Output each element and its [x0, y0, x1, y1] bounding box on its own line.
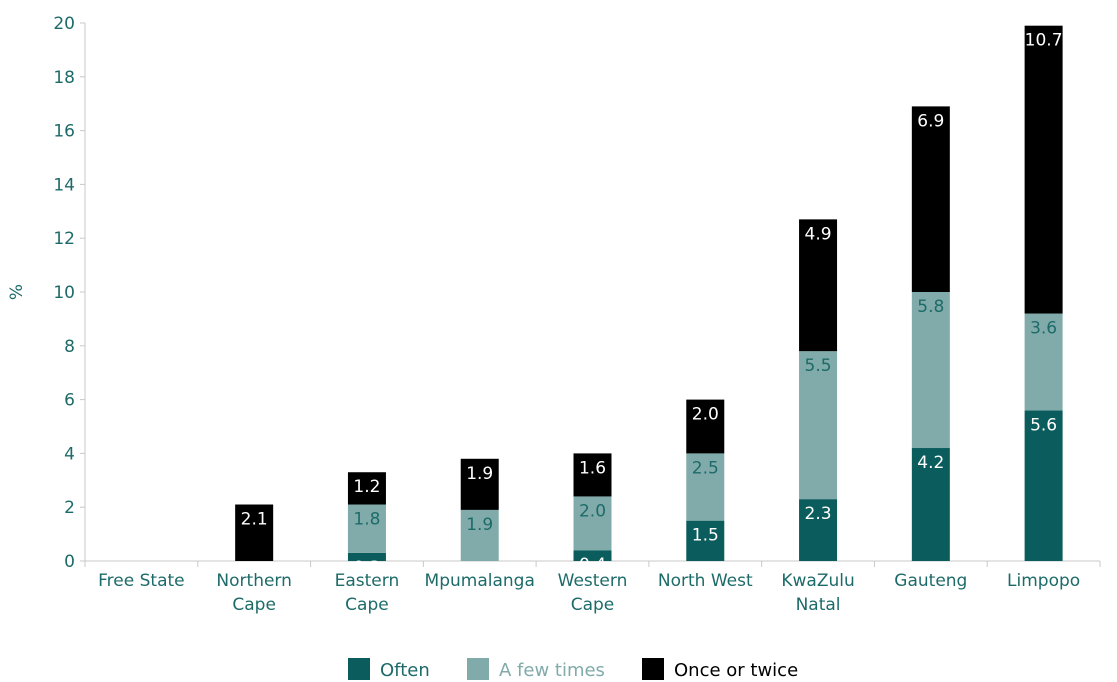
bar-segment-a-few-times [799, 351, 838, 500]
x-tick-label: KwaZulu Natal [781, 571, 854, 615]
bar-segment-once-or-twice [1024, 25, 1063, 314]
bar-segment-once-or-twice [686, 399, 725, 454]
data-label: 2.0 [692, 405, 719, 425]
y-tick-label: 14 [53, 175, 75, 195]
x-tick-label: North West [658, 571, 753, 591]
data-label: 1.9 [466, 515, 493, 535]
bar-segment-once-or-twice [911, 106, 950, 292]
legend-label: Often [380, 660, 430, 681]
chart-axes: 0 2 4 6 8 10 12 14 16 18 20% Free State Northern Cape… [7, 14, 1101, 615]
data-label: 1.9 [466, 464, 493, 484]
bar-segment-once-or-twice [460, 458, 499, 510]
data-label: 2.0 [579, 501, 606, 521]
y-tick-label: 10 [53, 283, 75, 303]
bar-segment-often [911, 448, 950, 561]
y-tick-label: 16 [53, 122, 75, 142]
legend-label: A few times [499, 660, 605, 681]
legend-label: Once or twice [674, 660, 798, 681]
y-tick-label: 12 [53, 229, 75, 249]
x-tick-label: Limpopo [1007, 571, 1080, 591]
data-label: 10.7 [1025, 31, 1063, 51]
data-label: 2.3 [805, 504, 832, 524]
y-tick-label: 8 [64, 337, 75, 357]
data-label: 2.5 [692, 458, 719, 478]
legend-swatch-often [348, 658, 370, 680]
x-tick-label: Western Cape [558, 571, 628, 615]
data-label: 0.4 [579, 555, 606, 575]
bar-segment-a-few-times [686, 453, 725, 521]
bar-segment-often [799, 499, 838, 561]
data-label: 1.2 [353, 477, 380, 497]
y-axis-label: % [7, 284, 27, 300]
data-label: 5.6 [1030, 415, 1057, 435]
legend-swatch-once-or-twice [642, 658, 664, 680]
bar-segment-a-few-times [347, 504, 386, 553]
bar-segment-often [347, 552, 386, 561]
data-label: 1.5 [692, 526, 719, 546]
bar-segment-often [1024, 410, 1063, 561]
data-label: 5.8 [917, 297, 944, 317]
bar-segment-often [573, 550, 612, 561]
x-tick-label: Northern Cape [216, 571, 291, 615]
legend-swatch-a-few-times [467, 658, 489, 680]
chart-data-labels: 2.1 0.3 1.8 1.2 1.9 1.9 0.4 2.0 1.6 1.5 2.5 2.0 2.3 5… [241, 31, 1063, 578]
data-label: 0.3 [353, 558, 380, 578]
bar-segment-often [686, 520, 725, 561]
y-tick-label: 4 [64, 444, 75, 464]
bar-segment-a-few-times [911, 292, 950, 449]
x-tick-label: Free State [98, 571, 184, 591]
x-tick-label: Eastern Cape [335, 571, 400, 615]
bar-segment-a-few-times [573, 496, 612, 551]
y-tick-label: 6 [64, 391, 75, 411]
data-label: 1.6 [579, 458, 606, 478]
data-label: 1.8 [353, 510, 380, 530]
data-label: 5.5 [805, 356, 832, 376]
chart-legend: Often A few times Once or twice [348, 658, 798, 681]
bar-segment-once-or-twice [347, 472, 386, 505]
x-tick-label: Gauteng [894, 571, 967, 591]
bar-segment-a-few-times [1024, 313, 1063, 411]
y-tick-label: 18 [53, 68, 75, 88]
y-tick-label: 2 [64, 498, 75, 518]
bar-segment-a-few-times [460, 509, 499, 561]
data-label: 4.9 [805, 224, 832, 244]
data-label: 6.9 [917, 111, 944, 131]
chart-bars [235, 25, 1063, 561]
bar-segment-once-or-twice [799, 219, 838, 352]
bar-segment-once-or-twice [573, 453, 612, 497]
y-tick-label: 0 [64, 552, 75, 572]
data-label: 2.1 [241, 510, 268, 530]
y-tick-label: 20 [53, 14, 75, 34]
x-tick-label: Mpumalanga [425, 571, 535, 591]
data-label: 3.6 [1030, 319, 1057, 339]
bar-segment-once-or-twice [235, 504, 274, 561]
data-label: 4.2 [917, 453, 944, 473]
